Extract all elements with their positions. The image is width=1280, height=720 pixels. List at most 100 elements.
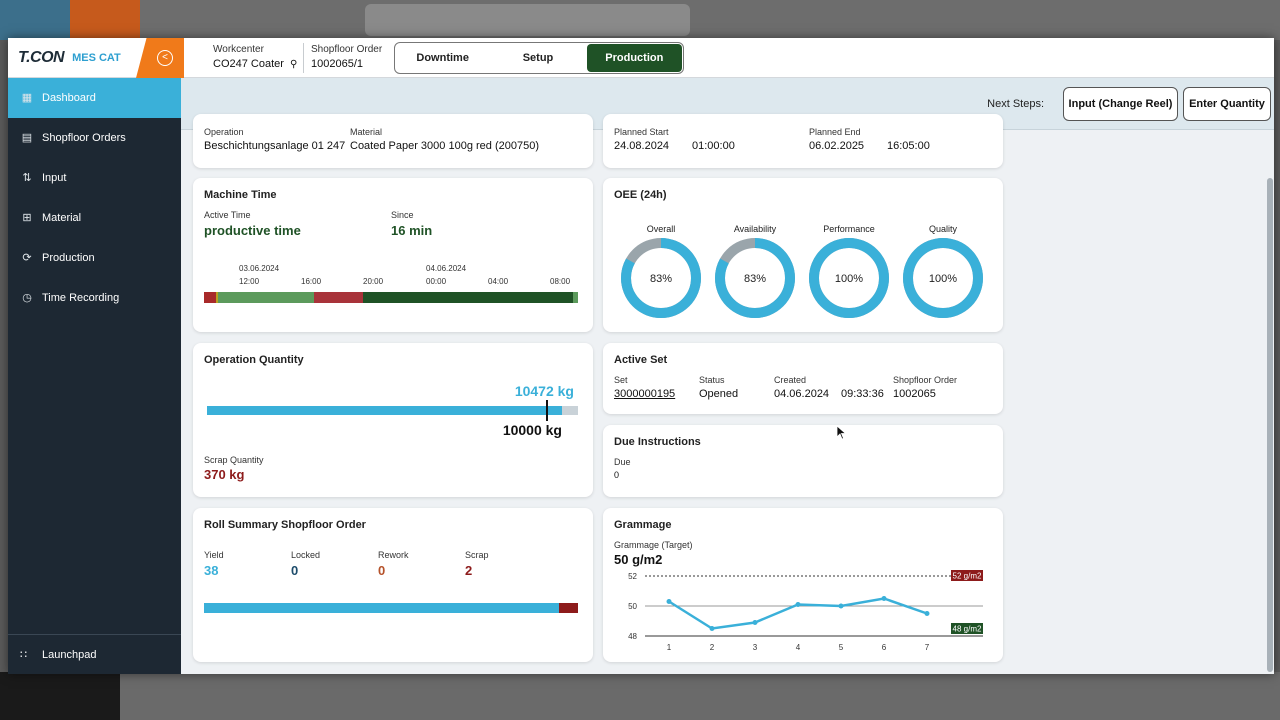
zoom-icon[interactable]: ⚲ (290, 59, 298, 70)
machine-timeline-bar (204, 292, 578, 303)
mouse-cursor-icon (837, 426, 847, 440)
scrap-quantity-value: 370 kg (204, 467, 245, 482)
roll-scrap-segment (559, 603, 578, 613)
oee-label: Performance (823, 224, 875, 234)
set-link[interactable]: 3000000195 (614, 388, 676, 400)
workcenter-field: Workcenter CO247 Coater ⚲ (213, 44, 297, 70)
timeline-segment-down (204, 292, 216, 303)
timeline-segment-idle (218, 292, 314, 303)
sidebar-item-material[interactable]: ⊞ Material (8, 198, 181, 238)
x-tick-label: 5 (839, 643, 844, 652)
material-label: Material (350, 127, 383, 137)
y-tick-label: 48 (628, 632, 637, 641)
timeline-segment-productive (363, 292, 573, 303)
timeline-segment-idle (573, 292, 578, 303)
timeline-tick: 16:00 (301, 277, 322, 286)
x-tick-label: 6 (882, 643, 887, 652)
grammage-point (924, 611, 930, 616)
x-tick-label: 3 (753, 643, 758, 652)
workcenter-text: CO247 Coater (213, 58, 284, 70)
order-value: 1002065/1 (311, 58, 363, 70)
workcenter-label: Workcenter (213, 44, 264, 55)
enter-quantity-button[interactable]: Enter Quantity (1183, 87, 1271, 121)
oee-performance: Performance 100% (807, 224, 891, 325)
background-segmented (365, 4, 690, 36)
brand-text: T.CON (18, 49, 65, 66)
sidebar-item-input[interactable]: ⇅ Input (8, 158, 181, 198)
content-scrollbar[interactable] (1266, 130, 1274, 674)
oee-label: Availability (733, 224, 777, 234)
arrows-icon: ⇅ (22, 172, 32, 184)
locked-value: 0 (291, 563, 299, 578)
oee-title: OEE (24h) (614, 189, 667, 201)
back-icon[interactable]: < (157, 50, 173, 66)
active-time-label: Active Time (204, 210, 251, 220)
sidebar-item-shopfloor-orders[interactable]: ▤ Shopfloor Orders (8, 118, 181, 158)
sidebar-item-label: Time Recording (42, 292, 120, 304)
operation-card: Operation Beschichtungsanlage 01 247 Mat… (193, 114, 593, 168)
grammage-target-label: Grammage (Target) (614, 540, 693, 550)
oee-donut: 100% (809, 238, 889, 318)
sidebar-item-time-recording[interactable]: ◷ Time Recording (8, 278, 181, 318)
sidebar-item-launchpad[interactable]: ∷ Launchpad (8, 634, 181, 674)
quantity-bar-fill (207, 406, 563, 415)
active-set-title: Active Set (614, 354, 668, 366)
machine-time-title: Machine Time (204, 189, 277, 201)
x-tick-label: 1 (667, 643, 672, 652)
scrap-quantity-label: Scrap Quantity (204, 455, 264, 465)
tab-setup[interactable]: Setup (522, 52, 554, 64)
oee-overall: Overall 83% (619, 224, 703, 325)
logo: T.CON MES CAT (8, 38, 138, 78)
timeline-tick: 12:00 (239, 277, 260, 286)
donut-arc (621, 238, 701, 318)
sidebar-item-production[interactable]: ⟳ Production (8, 238, 181, 278)
change-reel-button[interactable]: Input (Change Reel) (1063, 87, 1178, 121)
planned-start-label: Planned Start (614, 127, 669, 137)
oee-donut: 83% (715, 238, 795, 318)
shell-header: T.CON MES CAT < Workcenter CO247 Coater … (8, 38, 1274, 78)
dashboard-icon: ▦ (21, 92, 33, 104)
roll-summary-bar (204, 603, 578, 613)
dashboard-content: Operation Beschichtungsanlage 01 247 Mat… (181, 114, 1274, 674)
upper-tag-box (951, 570, 983, 581)
donut-arc (903, 238, 983, 318)
tab-production[interactable]: Production (586, 44, 682, 72)
y-tick-label: 52 (628, 572, 637, 581)
lower-tag-text: 48 g/m2 (953, 625, 982, 634)
grammage-point (795, 602, 801, 607)
scrap-value: 2 (465, 563, 473, 578)
sidebar-item-dashboard[interactable]: ▦ Dashboard (8, 78, 181, 118)
timeline-tick: 08:00 (550, 277, 571, 286)
timeline-date-1: 03.06.2024 (239, 264, 280, 273)
scroll-thumb[interactable] (1267, 178, 1273, 672)
grammage-tags: 52 g/m2 48 g/m2 (951, 570, 983, 634)
app-name: MES CAT (72, 52, 121, 64)
lower-tag-box (951, 623, 983, 634)
timeline-tick: 20:00 (363, 277, 384, 286)
material-value: Coated Paper 3000 100g red (200750) (350, 140, 539, 152)
planned-start-time: 01:00:00 (692, 140, 735, 152)
rework-label: Rework (378, 550, 409, 560)
timeline-tick: 04:00 (488, 277, 509, 286)
roll-summary-title: Roll Summary Shopfloor Order (204, 519, 366, 531)
grammage-card: Grammage Grammage (Target) 50 g/m2 48 50 5… (603, 508, 1003, 662)
oee-donut: 100% (903, 238, 983, 318)
upper-tag-text: 52 g/m2 (953, 572, 982, 581)
grid-icon: ∷ (20, 649, 27, 661)
background-bottom (120, 672, 1280, 720)
grammage-point (666, 599, 672, 604)
scrap-label: Scrap (465, 550, 489, 560)
active-set-card: Active Set Set 3000000195 Status Opened … (603, 343, 1003, 414)
status-label: Status (699, 375, 725, 385)
yield-value: 38 (204, 563, 219, 578)
timeline-segment-setup (216, 292, 218, 303)
sidebar-item-label: Shopfloor Orders (42, 132, 126, 144)
oee-quality: Quality 100% (901, 224, 985, 325)
planned-end-time: 16:05:00 (887, 140, 930, 152)
grammage-point (881, 596, 887, 601)
sidebar-item-label: Material (42, 212, 82, 224)
workcenter-value[interactable]: CO247 Coater ⚲ (213, 58, 297, 70)
tab-downtime[interactable]: Downtime (416, 52, 469, 64)
header-separator (303, 43, 304, 73)
background-orange-block (70, 0, 140, 40)
